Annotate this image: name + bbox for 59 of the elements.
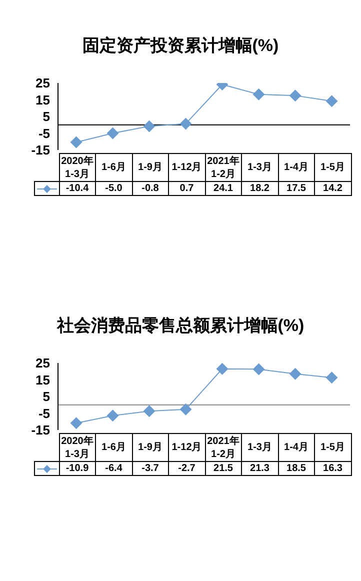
data-label: 18.2: [242, 182, 278, 196]
data-label: 17.5: [278, 182, 314, 196]
x-tick-label: 1-12月: [168, 434, 205, 462]
chart-title: 社会消费品零售总额累计增幅(%): [56, 315, 306, 337]
x-tick-label: 1-5月: [314, 434, 351, 462]
point: [143, 120, 156, 132]
x-tick-label: 1-12月: [168, 154, 205, 182]
x-tick-label: 1-6月: [96, 434, 132, 462]
data-label: 16.3: [314, 462, 351, 476]
point: [70, 417, 82, 430]
x-tick-label: 2021年 1-2月: [205, 434, 242, 462]
y-tick-label: 5: [42, 389, 50, 404]
x-tick-label: 2020年 1-3月: [59, 434, 96, 462]
x-tick-label: 1-3月: [242, 434, 278, 462]
point: [326, 372, 338, 384]
x-tick-label: 1-6月: [96, 154, 132, 182]
point: [106, 127, 119, 140]
point: [289, 368, 302, 380]
data-label: -0.8: [132, 182, 168, 196]
x-tick-label: 2021年 1-2月: [205, 154, 242, 182]
point: [180, 118, 192, 130]
data-label: 0.7: [168, 182, 205, 196]
data-label: -2.7: [168, 462, 205, 476]
x-tick-label: 1-4月: [278, 154, 314, 182]
y-tick-label: -5: [38, 126, 50, 141]
data-label: -6.4: [96, 462, 132, 476]
data-label: -3.7: [132, 462, 168, 476]
point: [289, 90, 302, 102]
data-label: 18.5: [278, 462, 314, 476]
y-tick-label: 5: [42, 109, 50, 124]
x-tick-label: 1-4月: [278, 434, 314, 462]
x-tick-label: 1-3月: [242, 154, 278, 182]
y-tick-label: 15: [36, 372, 50, 388]
point: [180, 403, 192, 416]
data-label: 14.2: [314, 182, 351, 196]
data-label: -5.0: [96, 182, 132, 196]
chart-title: 固定资产投资累计增幅(%): [81, 35, 280, 57]
x-tick-label: 1-5月: [314, 154, 351, 182]
x-tick-label: 1-9月: [132, 154, 168, 182]
point: [252, 88, 265, 100]
y-tick-label: 25: [36, 76, 50, 91]
point: [326, 95, 338, 108]
point: [106, 410, 119, 422]
y-tick-label: -15: [31, 422, 50, 438]
data-label: 24.1: [205, 182, 242, 196]
y-tick-label: -15: [31, 142, 50, 158]
y-tick-label: 15: [36, 92, 50, 108]
data-label: -10.4: [59, 182, 96, 196]
data-label: 21.3: [242, 462, 278, 476]
point: [70, 136, 82, 148]
y-tick-label: -5: [38, 406, 50, 421]
point: [143, 405, 156, 418]
data-label: -10.9: [59, 462, 96, 476]
x-tick-label: 2020年 1-3月: [59, 154, 96, 182]
point: [216, 363, 228, 375]
point: [252, 363, 265, 376]
y-tick-label: 25: [36, 356, 50, 371]
data-label: 21.5: [205, 462, 242, 476]
x-tick-label: 1-9月: [132, 434, 168, 462]
